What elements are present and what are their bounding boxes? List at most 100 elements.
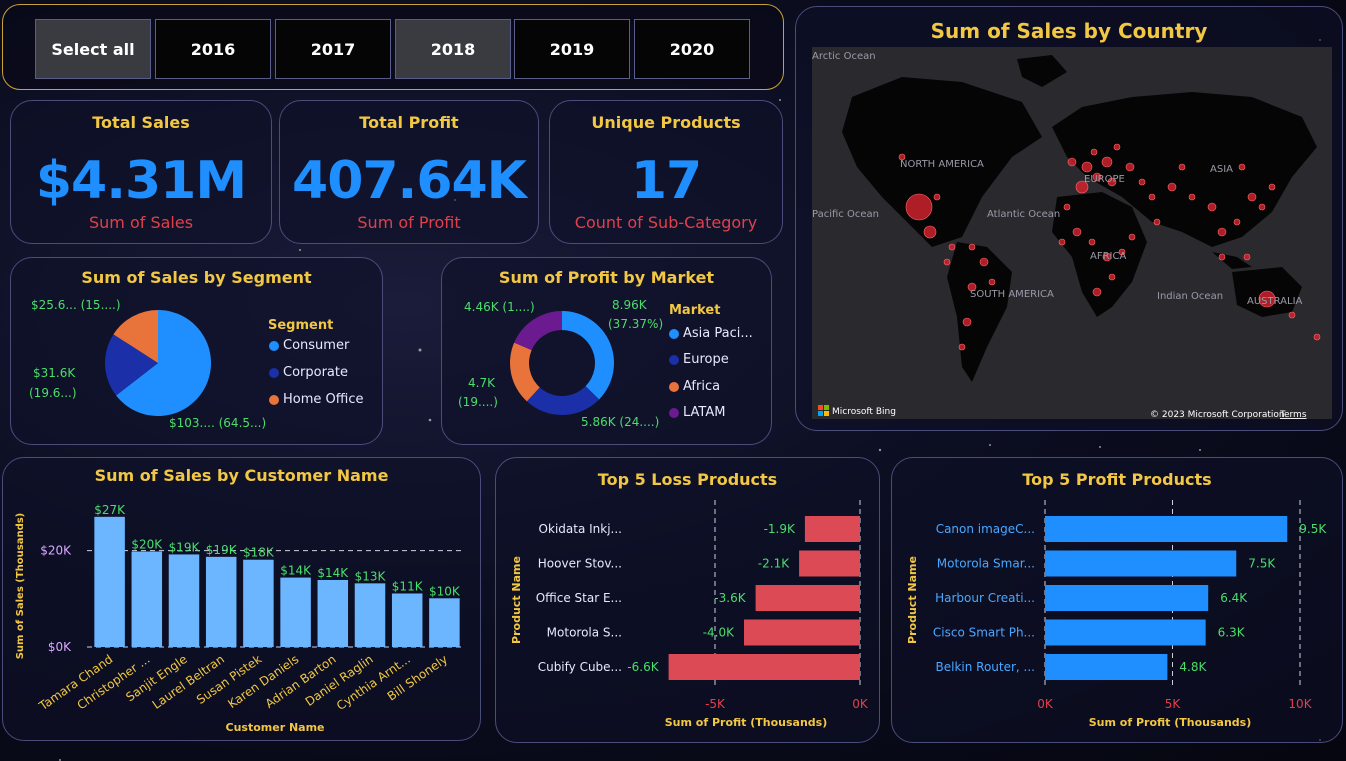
- data-label: $11K: [392, 579, 424, 593]
- bar-sanjit-engle: [168, 554, 200, 647]
- market-donut-chart[interactable]: [442, 258, 773, 446]
- map-visual: Sum of Sales by Country: [795, 6, 1343, 431]
- map-terms-link[interactable]: Terms: [1279, 410, 1307, 419]
- label-asia: ASIA: [1210, 164, 1233, 175]
- legend-item-europe[interactable]: Europe: [669, 352, 729, 367]
- legend-item-asia-pacific[interactable]: Asia Paci...: [669, 326, 753, 341]
- y-tick-label: Motorola S...: [547, 626, 622, 640]
- y-tick-label: Harbour Creati...: [935, 591, 1035, 605]
- market-label-africa-pct: (19....): [458, 395, 498, 409]
- loss-products-visual: Top 5 Loss Products -1.9K Okidata Inkj...…: [495, 457, 880, 743]
- bar-office-star-e: [755, 585, 860, 611]
- bar-okidata-inkj: [804, 516, 860, 542]
- slice-corporate: [105, 334, 158, 396]
- customer-chart-title: Sum of Sales by Customer Name: [94, 466, 389, 485]
- y-tick-label: Okidata Inkj...: [539, 522, 622, 536]
- year-slicer: Select all 2016 2017 2018 2019 2020: [2, 4, 784, 90]
- data-label: -6.6K: [627, 660, 659, 674]
- legend-label: Europe: [683, 352, 729, 367]
- market-title: Sum of Profit by Market: [498, 268, 715, 287]
- bar-susan-pistek: [243, 559, 274, 647]
- kpi-value: 407.64K: [292, 151, 527, 211]
- map-title: Sum of Sales by Country: [930, 19, 1208, 43]
- bar-daniel-raglin: [354, 583, 386, 647]
- legend-item-africa[interactable]: Africa: [669, 379, 720, 394]
- x-tick-label: 0K: [852, 697, 869, 711]
- data-label: $10K: [429, 584, 461, 598]
- y-tick-label: Hoover Stov...: [538, 557, 622, 571]
- slice-latam: [514, 311, 562, 351]
- segment-label-corporate-value: $31.6K: [33, 366, 76, 380]
- slicer-select-all[interactable]: Select all: [35, 19, 151, 79]
- bar-harbour-creati: [1045, 585, 1209, 611]
- segment-label-corporate-pct: (19.6...): [29, 386, 77, 400]
- slicer-year-2019[interactable]: 2019: [514, 19, 630, 79]
- bar-laurel-beltran: [205, 556, 237, 647]
- y-axis-title: Product Name: [510, 556, 523, 644]
- kpi-caption: Count of Sub-Category: [574, 213, 758, 232]
- kpi-title: Unique Products: [591, 113, 741, 132]
- segment-pie-chart[interactable]: [11, 258, 384, 446]
- bing-logo-icon: [818, 405, 829, 416]
- bar-motorola-s: [744, 619, 860, 646]
- x-tick-label: 10K: [1288, 697, 1312, 711]
- kpi-title: Total Profit: [359, 113, 459, 132]
- legend-dot: [269, 394, 279, 405]
- y-tick-label: Office Star E...: [536, 591, 622, 605]
- y-tick-label: $0K: [48, 640, 72, 654]
- segment-label-consumer: $103.... (64.5...): [169, 416, 267, 430]
- slicer-year-2016[interactable]: 2016: [155, 19, 271, 79]
- slice-europe: [526, 386, 600, 415]
- legend-item-latam[interactable]: LATAM: [669, 405, 725, 420]
- data-label: $18K: [243, 546, 275, 560]
- x-tick-label: 5K: [1165, 697, 1182, 711]
- data-label: 4.8K: [1179, 660, 1207, 674]
- y-tick-label: Cubify Cube...: [538, 660, 622, 674]
- bar-canon-imagec: [1045, 516, 1288, 542]
- y-tick-label: Cisco Smart Ph...: [933, 626, 1035, 640]
- world-map[interactable]: NORTH AMERICA EUROPE ASIA AFRICA SOUTH A…: [812, 47, 1332, 419]
- bing-label: Microsoft Bing: [832, 407, 896, 417]
- data-label: 7.5K: [1248, 557, 1276, 571]
- map-region-labels: NORTH AMERICA EUROPE ASIA AFRICA SOUTH A…: [812, 51, 1303, 307]
- label-arctic: Arctic Ocean: [812, 51, 876, 62]
- legend-label: LATAM: [683, 405, 726, 420]
- legend-item-consumer[interactable]: Consumer: [269, 338, 349, 353]
- legend-item-home-office[interactable]: Home Office: [269, 392, 363, 407]
- bar-adrian-barton: [317, 579, 349, 647]
- market-label-europe: 5.86K (24....): [581, 415, 660, 429]
- y-tick-label: $20K: [40, 544, 72, 558]
- legend-label: Consumer: [283, 338, 350, 353]
- slice-africa: [510, 342, 540, 402]
- legend-item-corporate[interactable]: Corporate: [269, 365, 348, 380]
- data-label: -2.1K: [758, 557, 790, 571]
- segment-pie-visual: Sum of Sales by Segment $25.6... (15....…: [10, 257, 383, 445]
- bar-motorola-smar: [1045, 550, 1237, 577]
- data-label: $14K: [317, 566, 349, 580]
- kpi-card-total-profit: Total Profit 407.64K Sum of Profit: [279, 100, 539, 244]
- kpi-title: Total Sales: [92, 113, 190, 132]
- slicer-year-2020[interactable]: 2020: [634, 19, 750, 79]
- legend-dot: [669, 328, 679, 339]
- bar-cynthia-arnt: [391, 593, 423, 647]
- legend-dot: [669, 354, 679, 365]
- y-axis-title: Product Name: [906, 556, 919, 644]
- slicer-year-2017[interactable]: 2017: [275, 19, 391, 79]
- profit-bar-chart[interactable]: 0K 5K 10K 9.5K Canon imageC... 7.5K Motorola S…: [892, 458, 1344, 744]
- loss-bar-chart[interactable]: -1.9K Okidata Inkj... -2.1K Hoover Stov... -…: [496, 458, 881, 744]
- profit-chart-title: Top 5 Profit Products: [1022, 470, 1212, 489]
- bar-tamara-chand: [94, 516, 125, 647]
- label-indian: Indian Ocean: [1157, 291, 1223, 302]
- profit-products-visual: Top 5 Profit Products 0K 5K 10K 9.5K Canon i…: [891, 457, 1343, 743]
- legend-label: Corporate: [283, 365, 348, 380]
- market-legend-title: Market: [669, 303, 721, 318]
- x-tick-label: 0K: [1037, 697, 1054, 711]
- data-label: 6.3K: [1218, 626, 1246, 640]
- label-australia: AUSTRALIA: [1247, 296, 1303, 307]
- data-label: $19K: [169, 540, 201, 554]
- legend-dot: [669, 381, 679, 392]
- slicer-year-2018[interactable]: 2018: [395, 19, 511, 79]
- market-label-latam: 4.46K (1....): [464, 300, 535, 314]
- market-label-africa-value: 4.7K: [468, 376, 495, 390]
